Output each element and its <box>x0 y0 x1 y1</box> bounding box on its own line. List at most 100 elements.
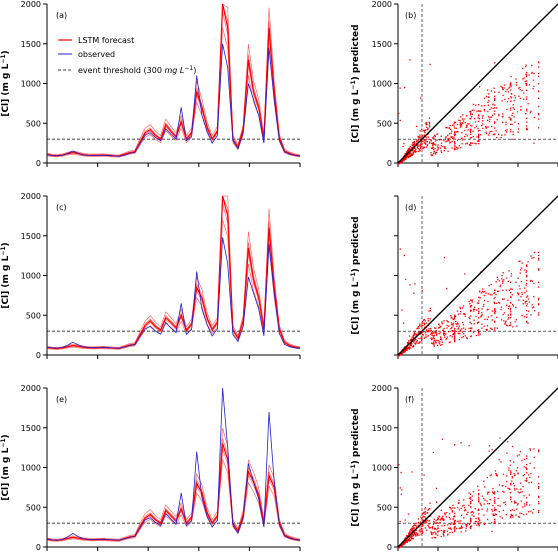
scatter-point <box>475 334 477 337</box>
scatter-point <box>427 136 430 138</box>
scatter-point <box>501 86 503 89</box>
scatter-point <box>406 540 408 542</box>
scatter-point <box>461 139 463 141</box>
scatter-point <box>419 145 421 147</box>
scatter-point <box>424 129 427 131</box>
scatter-point <box>408 532 411 534</box>
scatter-point <box>440 326 442 328</box>
scatter-point <box>454 315 457 317</box>
scatter-point <box>494 308 496 310</box>
scatter-point <box>494 491 496 493</box>
scatter-point <box>430 139 432 141</box>
scatter-point <box>529 476 531 478</box>
scatter-point <box>433 521 436 523</box>
y-axis-label-end: ) <box>1 434 11 438</box>
scatter-point <box>506 108 508 110</box>
scatter-point <box>454 337 456 339</box>
scatter-point <box>526 479 528 481</box>
scatter-point <box>538 269 540 271</box>
scatter-point <box>526 282 528 285</box>
scatter-point <box>470 118 472 120</box>
scatter-point <box>478 334 480 336</box>
scatter-point <box>457 323 459 325</box>
scatter-point <box>401 489 403 491</box>
scatter-point <box>470 124 472 127</box>
scatter-point <box>412 537 414 539</box>
scatter-point <box>450 528 452 530</box>
scatter-point <box>489 474 491 477</box>
scatter-point <box>494 312 496 315</box>
scatter-point <box>458 332 460 335</box>
scatter-point <box>446 127 448 129</box>
scatter-point <box>503 502 505 504</box>
scatter-point <box>526 296 528 298</box>
scatter-point <box>533 310 536 312</box>
scatter-point <box>428 142 431 144</box>
scatter-point <box>413 340 416 342</box>
scatter-point <box>527 295 529 297</box>
scatter-point <box>404 541 406 543</box>
scatter-point <box>487 134 490 136</box>
scatter-point <box>527 322 529 324</box>
scatter-point <box>518 454 520 456</box>
scatter-point <box>515 319 517 321</box>
scatter-point <box>510 273 513 275</box>
scatter-point <box>513 116 515 118</box>
scatter-point <box>498 91 500 93</box>
scatter-point <box>497 278 499 281</box>
scatter-point <box>526 467 528 469</box>
lstm-forecast-line <box>46 443 301 541</box>
scatter-point <box>419 521 422 523</box>
scatter-point <box>505 289 507 291</box>
scatter-point <box>518 299 520 301</box>
scatter-point <box>494 502 496 504</box>
scatter-point <box>424 132 426 134</box>
scatter-point <box>538 251 540 254</box>
scatter-point <box>466 337 468 339</box>
scatter-point <box>427 524 429 526</box>
scatter-point <box>490 328 492 330</box>
scatter-point <box>471 495 473 497</box>
scatter-point <box>462 120 465 122</box>
scatter-point <box>410 153 413 155</box>
scatter-point <box>489 116 491 118</box>
scatter-point <box>423 474 425 476</box>
scatter-point <box>434 143 436 145</box>
scatter-point <box>458 509 460 511</box>
scatter-point <box>423 512 425 514</box>
scatter-point <box>478 493 480 495</box>
scatter-point <box>421 324 423 326</box>
scatter-point <box>458 527 460 530</box>
scatter-point <box>470 519 472 522</box>
scatter-point <box>432 523 435 525</box>
scatter-point <box>505 123 507 126</box>
scatter-point <box>526 121 528 123</box>
scatter-point <box>509 86 511 88</box>
scatter-point <box>526 468 528 471</box>
scatter-point <box>440 535 442 538</box>
scatter-point <box>450 136 452 138</box>
scatter-point <box>490 90 492 92</box>
scatter-point <box>415 341 418 343</box>
scatter-point <box>433 152 435 154</box>
scatter-point <box>407 342 409 344</box>
scatter-point <box>449 532 451 534</box>
scatter-point <box>454 122 457 124</box>
scatter-point <box>449 341 451 343</box>
scatter-point <box>510 516 512 518</box>
scatter-point <box>480 503 482 506</box>
scatter-point <box>456 123 459 126</box>
scatter-point <box>406 535 408 537</box>
scatter-point <box>486 318 488 321</box>
scatter-point <box>429 63 431 66</box>
scatter-point <box>435 532 437 535</box>
scatter-point <box>487 101 489 103</box>
scatter-point <box>426 331 428 333</box>
scatter-point <box>425 140 427 142</box>
scatter-point <box>429 318 431 320</box>
scatter-point <box>447 524 449 526</box>
scatter-point <box>456 148 458 150</box>
scatter-point <box>468 144 471 146</box>
scatter-point <box>414 342 416 345</box>
scatter-point <box>435 140 437 142</box>
